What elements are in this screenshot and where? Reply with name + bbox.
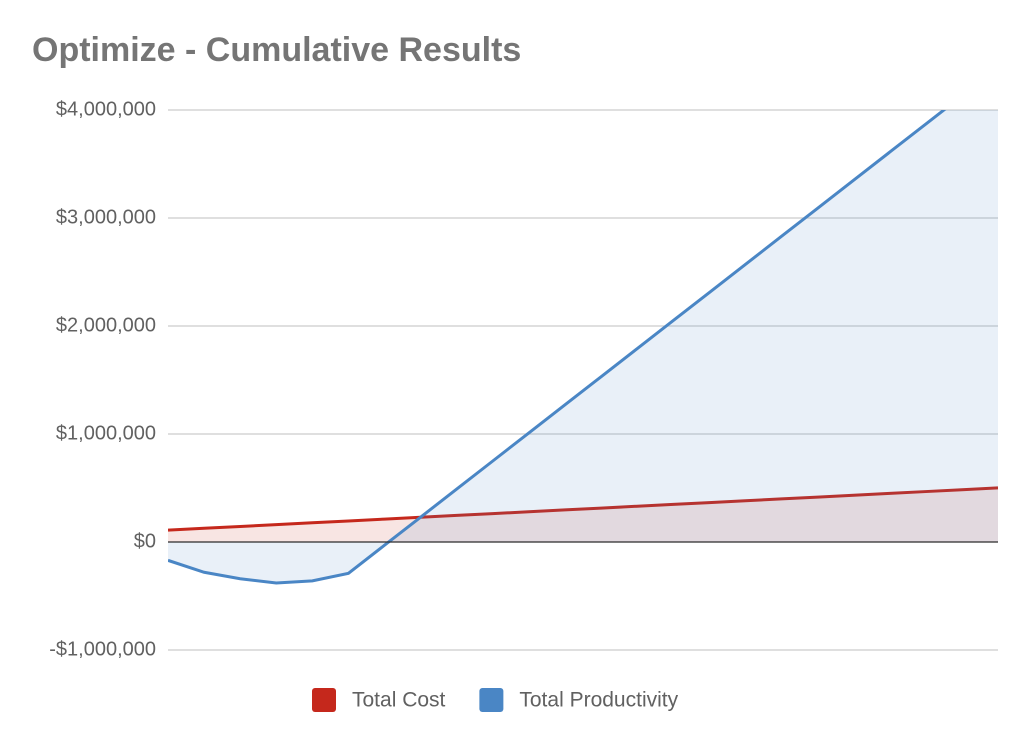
legend-swatch (479, 688, 504, 712)
legend-swatch (312, 688, 336, 712)
series-line (168, 486, 998, 532)
area-fill (168, 487, 998, 542)
legend-label: Total Productivity (519, 689, 678, 712)
legend: Total Cost Total Productivity (312, 688, 679, 712)
y-tick-label: $1,000,000 (56, 422, 156, 444)
area-fill (168, 110, 998, 584)
y-tick-label: $0 (134, 530, 156, 552)
y-tick-label: -$1,000,000 (49, 638, 156, 660)
plot-area (168, 110, 998, 585)
legend-label: Total Cost (352, 689, 446, 712)
series-line (168, 110, 947, 585)
y-tick-label: $4,000,000 (56, 98, 156, 120)
chart-title: Optimize - Cumulative Results (32, 31, 521, 69)
y-tick-label: $3,000,000 (56, 206, 156, 228)
y-tick-label: $2,000,000 (56, 314, 156, 336)
